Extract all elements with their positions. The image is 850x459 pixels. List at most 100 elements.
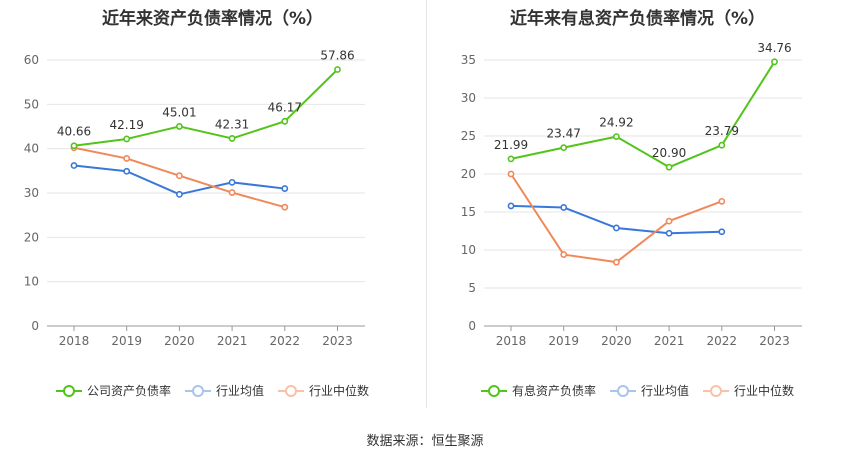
data-point-main [718,141,726,149]
data-point-avg [281,185,289,192]
data-point-main [771,58,778,66]
data-point-median [123,155,131,162]
data-label: 42.31 [215,117,249,131]
x-tick-label: 2020 [164,334,195,348]
data-label: 24.92 [599,116,633,130]
y-tick-label: 10 [24,275,39,289]
data-point-main [334,66,341,73]
debt-ratio-chart-panel: 近年来资产负债率情况（%） 0 10 20 30 40 50 60 2018 2019 2020 2… [0,0,425,420]
data-label: 34.76 [757,41,791,55]
legend-label: 行业均值 [215,384,264,398]
y-tick-label: 60 [24,53,39,67]
legend-item-company[interactable]: 有息资产负债率 [480,382,596,399]
data-label: 46.17 [268,100,302,114]
data-point-avg [228,178,236,186]
data-point-avg [70,162,78,169]
legend-item-industry-average[interactable]: 行业均值 [184,382,264,399]
data-point-avg [560,204,568,211]
legend-item-company[interactable]: 公司资产负债率 [55,382,171,399]
data-point-main [507,155,515,163]
series-line-main [73,68,339,147]
legend-item-industry-median[interactable]: 行业中位数 [703,382,794,399]
data-label: 21.99 [494,138,528,152]
legend-label: 行业均值 [640,384,689,398]
data-point-avg [665,229,673,237]
x-tick-label: 2018 [496,334,527,348]
legend-label: 行业中位数 [309,384,370,398]
legend-item-industry-average[interactable]: 行业均值 [609,382,689,399]
panel-divider [426,0,427,408]
data-point-avg [507,202,515,210]
x-tick-label: 2020 [601,334,632,348]
y-tick-label: 20 [24,230,39,244]
legend-line-dot-icon [184,384,211,397]
y-tick-label: 50 [24,97,39,111]
y-tick-label: 10 [461,243,476,257]
x-tick-label: 2021 [654,334,685,348]
series-line-main [510,61,776,169]
data-label: 40.66 [57,125,91,139]
y-tick-label: 30 [461,91,476,105]
y-tick-label: 0 [31,319,39,333]
data-label: 23.79 [705,124,739,138]
data-point-main [612,133,620,141]
chart-legend: 公司资产负债率 行业均值 行业中位数 [0,382,425,399]
x-tick-label: 2019 [548,334,579,348]
data-point-avg [123,167,131,175]
data-point-main [665,163,673,171]
x-tick-label: 2023 [759,334,790,348]
legend-line-dot-icon [55,384,82,397]
y-tick-label: 0 [468,319,476,333]
data-point-main [228,135,236,142]
debt-ratio-chart: 0 10 20 30 40 50 60 2018 2019 2020 2021 2022 2023 40.… [24,48,365,348]
legend-line-dot-icon [609,384,636,397]
data-point-median [175,172,183,180]
series-line-median [510,173,723,264]
data-point-main [175,123,183,130]
x-tick-label: 2022 [270,334,301,348]
data-point-median [560,251,568,258]
y-tick-label: 5 [468,281,476,295]
interest-debt-ratio-chart: 0 5 10 15 20 25 30 35 2018 2019 2020 2021 2022 2023 21… [461,41,802,348]
legend-label: 行业中位数 [734,384,795,398]
data-point-avg [718,228,726,236]
y-tick-label: 15 [461,205,476,219]
legend-line-dot-icon [278,384,304,397]
legend-line-dot-icon [703,384,729,397]
data-point-avg [612,224,620,232]
data-point-median [228,189,236,196]
chart-title: 近年来资产负债率情况（%） [101,9,324,29]
data-point-avg [175,190,183,198]
data-point-main [70,142,78,150]
data-point-median [281,203,289,211]
data-point-main [281,117,289,125]
data-point-median [718,197,726,205]
chart-title: 近年来有息资产负债率情况（%） [509,9,766,29]
y-tick-label: 40 [24,142,39,156]
data-label: 42.19 [110,118,144,132]
series-line-avg [73,164,285,196]
data-point-median [507,170,515,178]
data-point-median [665,217,673,225]
data-label: 23.47 [547,127,581,141]
data-label: 45.01 [162,105,196,119]
y-tick-label: 35 [461,53,476,67]
x-tick-label: 2021 [217,334,248,348]
data-label: 20.90 [652,146,686,160]
legend-label: 公司资产负债率 [86,384,171,398]
legend-label: 有息资产负债率 [511,384,596,398]
data-source-note: 数据来源：恒生聚源 [366,434,484,449]
legend-line-dot-icon [480,384,507,397]
data-point-main [560,144,568,152]
y-tick-label: 25 [461,129,476,143]
interest-debt-ratio-chart-panel: 近年来有息资产负债率情况（%） 0 5 10 15 20 25 30 35 2018 2019 20… [425,0,850,420]
chart-legend: 有息资产负债率 行业均值 行业中位数 [425,382,850,399]
x-tick-label: 2019 [111,334,142,348]
legend-item-industry-median[interactable]: 行业中位数 [278,382,369,399]
data-point-main [123,135,131,143]
y-tick-label: 30 [24,186,39,200]
y-tick-label: 20 [461,167,476,181]
x-tick-label: 2018 [59,334,90,348]
data-label: 57.86 [320,48,354,62]
x-tick-label: 2022 [707,334,738,348]
